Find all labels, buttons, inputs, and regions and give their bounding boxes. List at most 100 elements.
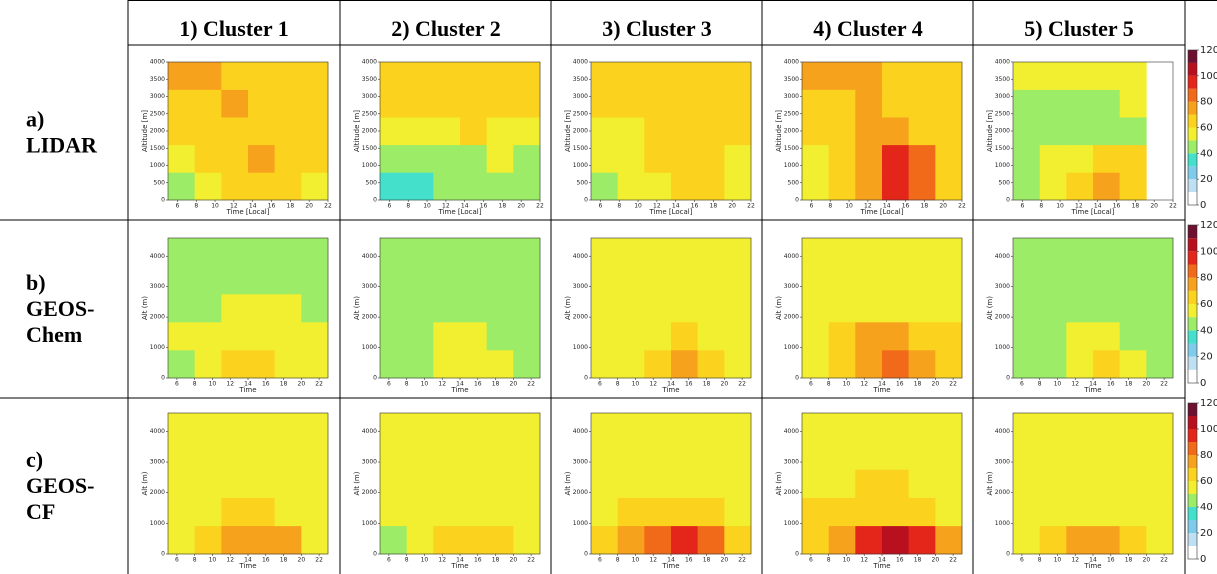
y-tick-label: 3000: [995, 283, 1010, 290]
y-tick-label: 2500: [784, 110, 799, 117]
heatmap-cell: [460, 238, 487, 267]
y-tick-label: 2500: [150, 110, 165, 117]
heatmap-cell: [724, 525, 752, 555]
heatmap-cell: [882, 525, 909, 555]
heatmap-cell: [935, 525, 963, 555]
x-tick-label: 8: [405, 557, 409, 564]
heatmap-cell: [1146, 266, 1174, 295]
heatmap-cell: [221, 322, 249, 351]
heatmap-cell: [460, 266, 487, 295]
heatmap-cell: [855, 497, 883, 527]
heatmap-cell: [1039, 322, 1067, 351]
heatmap-cell: [1066, 238, 1094, 267]
row-label: GEOS-: [26, 473, 94, 498]
colorbar-tick-label: 20: [1200, 528, 1213, 539]
heatmap-cell: [828, 89, 856, 118]
x-tick-label: 8: [1039, 203, 1043, 210]
heatmap-cell: [1039, 266, 1067, 295]
heatmap-cell: [1093, 413, 1120, 442]
heatmap-cell: [168, 469, 195, 498]
x-tick-label: 12: [649, 557, 657, 564]
heatmap-cell: [1146, 441, 1174, 470]
x-tick-label: 16: [691, 203, 699, 210]
heatmap-cell: [380, 89, 407, 118]
y-tick-label: 4000: [150, 253, 165, 260]
x-tick-label: 20: [1150, 203, 1158, 210]
y-tick-label: 1500: [362, 145, 377, 152]
x-tick-label: 18: [492, 557, 500, 564]
heatmap-cell: [671, 322, 698, 351]
y-axis-label: Alt (m): [564, 296, 572, 320]
heatmap-cell: [724, 238, 752, 267]
heatmap-cell: [433, 238, 461, 267]
heatmap-cell: [1013, 441, 1040, 470]
heatmap-cell: [1013, 294, 1040, 323]
y-tick-label: 3000: [995, 459, 1010, 466]
heatmap-cell: [1013, 238, 1040, 267]
x-tick-label: 20: [305, 203, 313, 210]
heatmap-cell: [617, 89, 645, 118]
heatmap-cell: [644, 322, 672, 351]
heatmap-cell: [671, 172, 698, 201]
x-tick-label: 12: [653, 203, 661, 210]
heatmap-cell: [486, 172, 514, 201]
heatmap-cell: [1066, 144, 1094, 173]
heatmap-cell: [802, 62, 829, 90]
colorbar-segment: [1188, 403, 1197, 416]
y-tick-label: 0: [373, 551, 377, 558]
colorbar-segment: [1188, 507, 1197, 520]
heatmap-cell: [406, 238, 434, 267]
x-tick-label: 22: [738, 557, 746, 564]
colorbar-segment: [1188, 225, 1197, 239]
x-tick-label: 14: [244, 557, 252, 564]
heatmap-cell: [301, 89, 329, 118]
heatmap-cell: [221, 238, 249, 267]
x-tick-label: 18: [492, 381, 500, 388]
heatmap-cell: [697, 62, 725, 90]
y-axis-label: Alt (m): [141, 471, 149, 495]
heatmap-cell: [617, 172, 645, 201]
y-tick-label: 500: [999, 179, 1011, 186]
y-tick-label: 1000: [573, 162, 588, 169]
heatmap-cell: [828, 525, 856, 555]
y-tick-label: 4000: [362, 428, 377, 435]
heatmap-cell: [301, 172, 329, 201]
heatmap-cell: [1066, 469, 1094, 498]
heatmap-cell: [908, 266, 936, 295]
heatmap-cell: [1119, 117, 1147, 146]
y-tick-label: 4000: [995, 59, 1010, 66]
heatmap-cell: [855, 266, 883, 295]
y-tick-label: 3000: [362, 283, 377, 290]
heatmap-cell: [1039, 117, 1067, 146]
x-tick-label: 18: [280, 557, 288, 564]
y-tick-label: 3000: [573, 93, 588, 100]
y-tick-label: 3500: [362, 76, 377, 83]
x-tick-label: 22: [958, 203, 966, 210]
colorbar-segment: [1188, 62, 1197, 76]
heatmap-cell: [274, 497, 302, 527]
heatmap-cell: [460, 441, 487, 470]
x-tick-label: 20: [728, 203, 736, 210]
heatmap-cell: [591, 497, 618, 527]
colorbar-segment: [1188, 238, 1197, 252]
heatmap-cell: [486, 117, 514, 146]
heatmap-cell: [406, 322, 434, 351]
heatmap-cell: [1039, 469, 1067, 498]
heatmap-cell: [1119, 266, 1147, 295]
y-tick-label: 3000: [995, 93, 1010, 100]
heatmap-cell: [168, 117, 195, 146]
heatmap-cell: [802, 89, 829, 118]
y-tick-label: 2000: [573, 314, 588, 321]
heatmap-cell: [908, 62, 936, 90]
heatmap-cell: [908, 497, 936, 527]
x-tick-label: 20: [510, 557, 518, 564]
x-tick-label: 10: [843, 557, 851, 564]
heatmap-cell: [671, 294, 698, 323]
heatmap-cell: [828, 62, 856, 90]
heatmap-cell: [935, 294, 963, 323]
x-tick-label: 12: [649, 381, 657, 388]
row-label: c): [26, 447, 43, 472]
x-axis-label: Time: [661, 562, 679, 570]
heatmap-cell: [274, 172, 302, 201]
heatmap-cell: [697, 413, 725, 442]
